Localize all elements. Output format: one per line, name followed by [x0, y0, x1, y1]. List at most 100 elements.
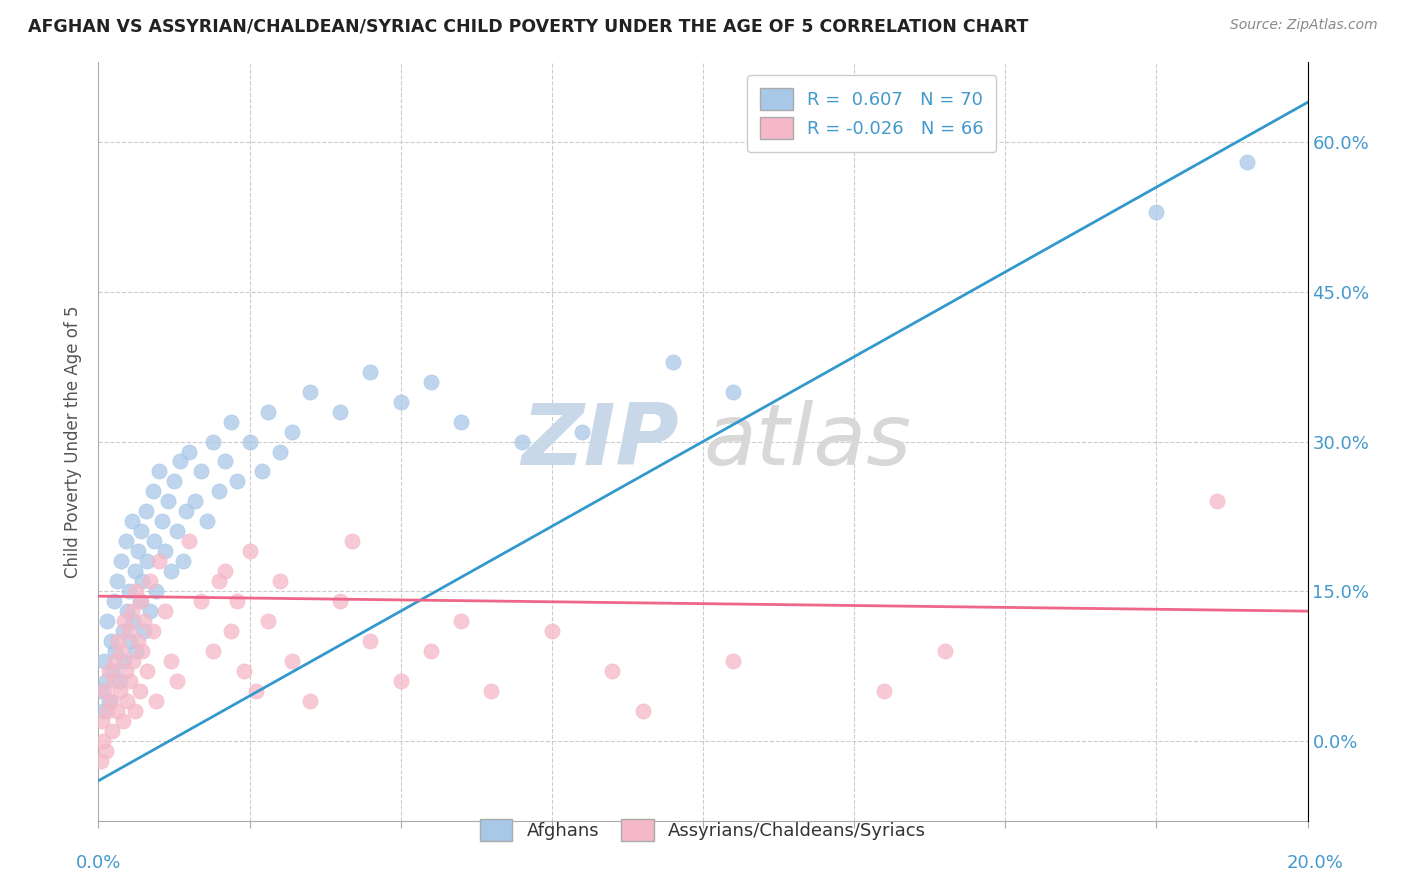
Point: [631, 704, 654, 718]
Point: [100, 634, 122, 648]
Point: [105, 704, 128, 718]
Point: [723, 384, 745, 399]
Point: [166, 673, 188, 688]
Point: [117, 604, 139, 618]
Point: [1206, 494, 1229, 508]
Text: Source: ZipAtlas.com: Source: ZipAtlas.com: [1230, 18, 1378, 32]
Point: [208, 484, 231, 499]
Text: atlas: atlas: [703, 400, 911, 483]
Point: [135, 554, 157, 568]
Point: [90, 684, 112, 698]
Point: [94, 744, 117, 758]
Point: [142, 624, 165, 639]
Point: [389, 394, 412, 409]
Point: [122, 654, 145, 668]
Point: [172, 554, 194, 568]
Text: AFGHAN VS ASSYRIAN/CHALDEAN/SYRIAC CHILD POVERTY UNDER THE AGE OF 5 CORRELATION : AFGHAN VS ASSYRIAN/CHALDEAN/SYRIAC CHILD…: [28, 18, 1029, 36]
Point: [121, 604, 143, 618]
Point: [195, 514, 218, 528]
Point: [153, 544, 176, 558]
Text: 20.0%: 20.0%: [1286, 855, 1343, 872]
Point: [91, 714, 114, 728]
Point: [105, 574, 128, 589]
Point: [104, 654, 127, 668]
Legend: Afghans, Assyrians/Chaldeans/Syriacs: Afghans, Assyrians/Chaldeans/Syriacs: [467, 806, 939, 854]
Point: [100, 694, 122, 708]
Point: [450, 614, 472, 628]
Point: [1146, 205, 1168, 219]
Point: [122, 614, 145, 628]
Point: [148, 465, 170, 479]
Point: [131, 574, 153, 589]
Point: [124, 704, 146, 718]
Point: [174, 504, 197, 518]
Point: [214, 564, 236, 578]
Point: [281, 425, 304, 439]
Point: [139, 604, 162, 618]
Point: [256, 404, 278, 418]
Point: [179, 534, 201, 549]
Point: [873, 684, 896, 698]
Point: [150, 514, 173, 528]
Point: [121, 514, 143, 528]
Y-axis label: Child Poverty Under the Age of 5: Child Poverty Under the Age of 5: [65, 305, 83, 578]
Point: [208, 574, 231, 589]
Point: [118, 624, 141, 639]
Point: [100, 664, 122, 678]
Point: [184, 494, 207, 508]
Point: [143, 534, 166, 549]
Point: [281, 654, 304, 668]
Point: [104, 644, 127, 658]
Point: [163, 475, 186, 489]
Point: [450, 415, 472, 429]
Point: [420, 375, 443, 389]
Point: [239, 434, 262, 449]
Point: [128, 594, 150, 608]
Point: [221, 624, 243, 639]
Point: [114, 534, 136, 549]
Point: [148, 554, 170, 568]
Point: [96, 614, 118, 628]
Point: [112, 654, 135, 668]
Point: [226, 475, 249, 489]
Point: [571, 425, 593, 439]
Point: [142, 484, 165, 499]
Point: [214, 454, 236, 468]
Point: [91, 704, 114, 718]
Text: 0.0%: 0.0%: [76, 855, 121, 872]
Point: [103, 594, 125, 608]
Point: [125, 584, 148, 599]
Point: [145, 694, 167, 708]
Point: [190, 465, 212, 479]
Point: [160, 654, 183, 668]
Point: [107, 634, 129, 648]
Point: [389, 673, 412, 688]
Point: [112, 614, 135, 628]
Point: [127, 634, 149, 648]
Point: [299, 694, 322, 708]
Point: [329, 594, 352, 608]
Point: [132, 624, 155, 639]
Point: [602, 664, 624, 678]
Point: [202, 434, 225, 449]
Point: [420, 644, 443, 658]
Point: [160, 564, 183, 578]
Point: [129, 594, 152, 608]
Point: [481, 684, 503, 698]
Point: [256, 614, 278, 628]
Point: [91, 734, 114, 748]
Text: ZIP: ZIP: [522, 400, 679, 483]
Point: [190, 594, 212, 608]
Point: [114, 664, 136, 678]
Point: [100, 723, 122, 738]
Point: [128, 684, 150, 698]
Point: [90, 754, 112, 768]
Point: [118, 634, 141, 648]
Point: [129, 524, 152, 539]
Point: [139, 574, 162, 589]
Point: [117, 694, 139, 708]
Point: [1236, 155, 1258, 169]
Point: [132, 614, 155, 628]
Point: [98, 664, 121, 678]
Point: [135, 504, 157, 518]
